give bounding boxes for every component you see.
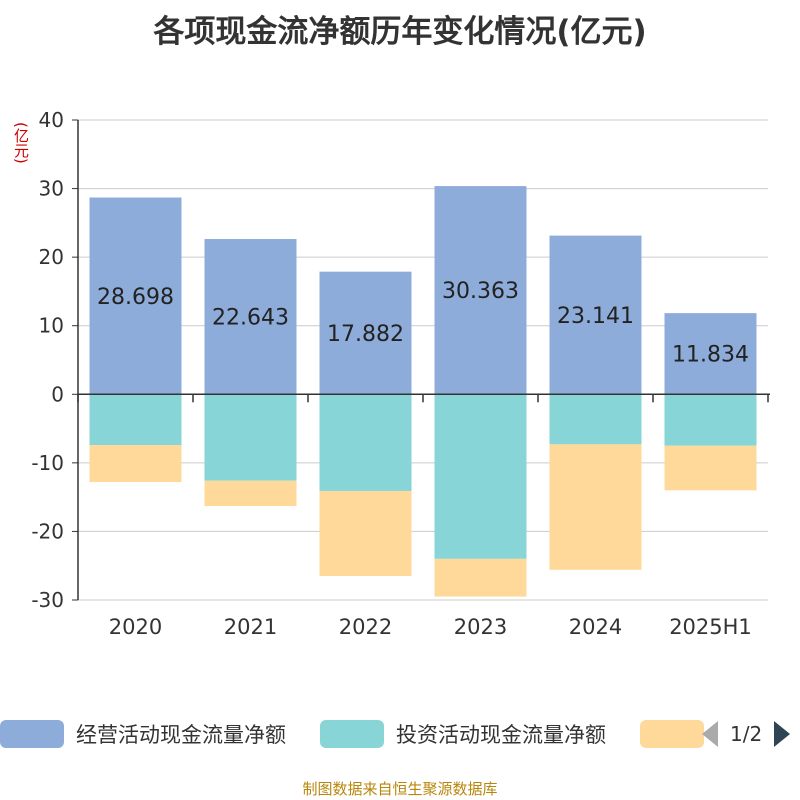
legend-pager: 1/2 [700,714,792,754]
legend-swatch-third [640,720,704,748]
legend: 经营活动现金流量净额 投资活动现金流量净额 1/2 [0,714,800,754]
data-label: 22.643 [212,306,289,331]
pager-next-icon[interactable] [772,719,792,749]
bar-series0-2025H1 [664,313,757,395]
stacked-bar-chart: 40 30 20 10 0 -10 -20 -30 28.698 2020 22.643 2021 17… [31,108,770,639]
source-note: 制图数据来自恒生聚源数据库 [302,780,498,798]
y-tick-label: 30 [39,177,64,201]
bar-series2-2025H1 [664,445,757,491]
bar-series1-2024 [549,394,642,445]
legend-page-indicator: 1/2 [730,722,763,746]
legend-label-operating: 经营活动现金流量净额 [76,723,286,747]
data-label: 30.363 [442,279,519,304]
bar-series2-2020 [89,445,182,483]
bar-series0-2021 [204,239,297,395]
bar-series2-2022 [319,490,412,576]
bar-series1-2021 [204,394,297,481]
bar-series0-2024 [549,235,642,395]
data-label: 23.141 [557,304,634,329]
y-tick-label: -20 [31,519,64,543]
bar-series2-2021 [204,480,297,507]
y-tick-label: 20 [39,245,64,269]
bar-series2-2023 [434,558,527,597]
bar-series1-2025H1 [664,394,757,446]
x-tick-label: 2020 [109,615,162,639]
x-tick-label: 2023 [454,615,507,639]
x-tick-label: 2022 [339,615,392,639]
bar-series1-2022 [319,394,412,491]
legend-swatch-operating [0,720,64,748]
x-tick-label: 2024 [569,615,622,639]
legend-swatch-investing [320,720,384,748]
legend-item-third[interactable] [640,714,704,754]
y-tick-label: -10 [31,451,64,475]
pager-prev-icon[interactable] [700,719,720,749]
y-tick-label: 40 [39,108,64,132]
data-label: 11.834 [672,343,749,368]
bar-series0-2020 [89,197,182,395]
bar-series0-2022 [319,271,412,395]
y-tick-label: -30 [31,588,64,612]
legend-item-investing[interactable]: 投资活动现金流量净额 [320,714,606,754]
legend-item-operating[interactable]: 经营活动现金流量净额 [0,714,286,754]
y-tick-label: 0 [51,382,64,406]
data-label: 17.882 [327,322,404,347]
bar-series0-2023 [434,186,527,395]
x-tick-label: 2025H1 [669,615,752,639]
x-tick-label: 2021 [224,615,277,639]
chart-title: 各项现金流净额历年变化情况(亿元) [153,14,647,50]
legend-label-investing: 投资活动现金流量净额 [396,723,606,747]
bar-series1-2020 [89,394,182,446]
y-axis-unit: (亿元) [12,122,30,164]
y-tick-label: 10 [39,314,64,338]
bar-series1-2023 [434,394,527,559]
data-label: 28.698 [97,285,174,310]
bar-series2-2024 [549,444,642,570]
